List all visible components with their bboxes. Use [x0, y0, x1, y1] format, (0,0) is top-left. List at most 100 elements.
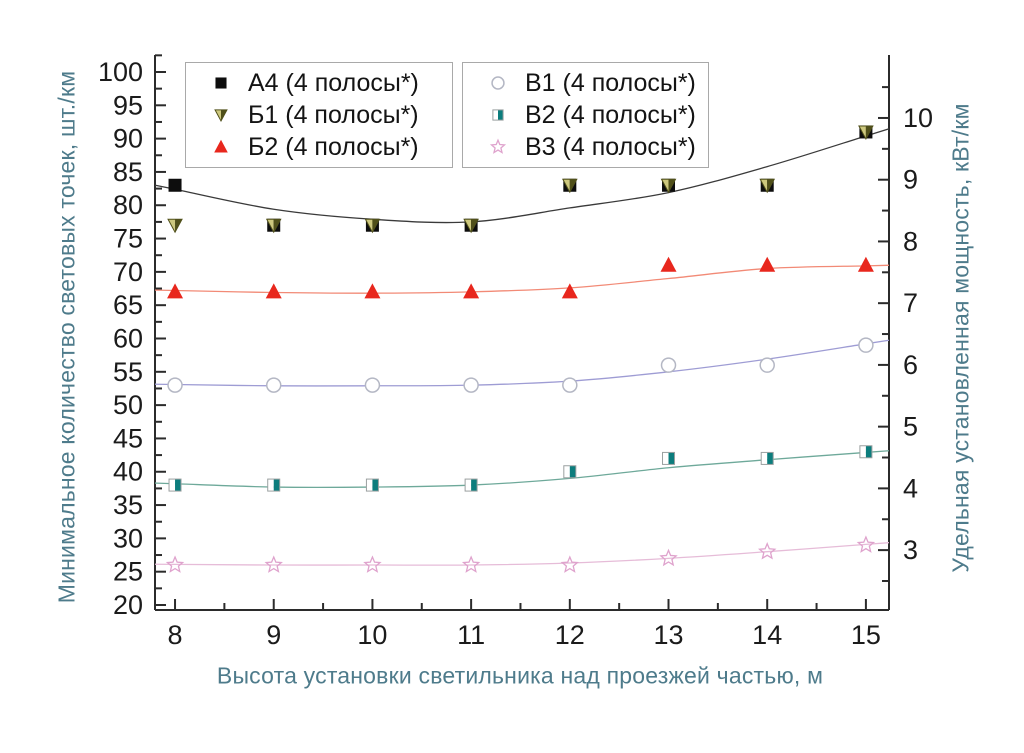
trend-line	[154, 339, 890, 387]
triangle-down-twotone-icon	[214, 109, 228, 123]
legend-label: В2 (4 полосы*)	[525, 100, 696, 129]
legend-item: В1 (4 полосы*)	[487, 68, 708, 99]
y-left-tick-label: 35	[113, 490, 143, 520]
square-half-icon	[492, 109, 504, 121]
x-tick-label: 15	[851, 620, 881, 650]
data-point-marker	[364, 218, 381, 234]
data-point-marker	[372, 479, 379, 492]
data-point-marker	[471, 479, 478, 492]
circle-open-icon	[491, 76, 505, 90]
legend-item: Б1 (4 полосы*)	[210, 100, 452, 131]
data-point-marker	[759, 256, 776, 272]
y-right-tick-label: 9	[903, 165, 918, 195]
data-point-marker	[167, 377, 183, 393]
data-point-marker	[563, 465, 577, 479]
data-point-marker	[662, 452, 669, 465]
data-point-marker	[461, 555, 481, 573]
x-tick-label: 9	[266, 620, 281, 650]
y-right-tick-label: 4	[903, 473, 918, 503]
data-point-marker	[757, 542, 777, 560]
data-point-marker	[463, 283, 480, 299]
data-point-marker	[660, 178, 677, 194]
data-point-marker	[366, 479, 373, 492]
legend-marker	[214, 139, 228, 153]
data-point-marker	[169, 479, 176, 492]
data-point-marker	[668, 452, 675, 465]
data-point-marker	[175, 479, 182, 492]
legend-label: Б2 (4 полосы*)	[248, 132, 419, 161]
trend-line	[154, 542, 890, 566]
data-point-marker	[560, 555, 580, 573]
data-point-marker	[264, 555, 283, 573]
y-left-tick-label: 80	[113, 190, 143, 220]
data-point-marker	[561, 283, 578, 299]
data-point-marker	[267, 478, 281, 492]
data-point-marker	[859, 445, 866, 458]
y-right-tick-label: 10	[903, 103, 933, 133]
data-point-marker	[265, 218, 282, 234]
legend-label: А4 (4 полосы*)	[248, 68, 419, 97]
data-point-marker	[660, 256, 677, 272]
data-point-marker	[167, 283, 184, 299]
data-point-marker	[273, 479, 280, 492]
legend-marker	[492, 109, 504, 121]
data-point-marker	[364, 377, 381, 393]
data-point-marker	[465, 479, 472, 492]
data-point-marker	[365, 478, 379, 492]
legend-marker	[489, 138, 507, 154]
data-point-marker	[364, 283, 381, 299]
x-tick-label: 8	[168, 620, 183, 650]
y-axis-title-right: Удельная установленная мощность, кВт/км	[947, 103, 974, 573]
data-point-marker	[760, 451, 774, 465]
data-point-marker	[165, 555, 185, 573]
legend-label: В1 (4 полосы*)	[525, 68, 696, 97]
legend-item: В3 (4 полосы*)	[487, 132, 708, 163]
legend-marker	[491, 76, 505, 90]
data-point-marker	[858, 125, 874, 141]
data-point-marker	[168, 478, 182, 492]
data-point-marker	[167, 218, 183, 234]
data-point-marker	[563, 465, 570, 478]
data-point-marker	[363, 555, 382, 573]
legend-label: В3 (4 полосы*)	[525, 132, 696, 161]
legend-item: В2 (4 полосы*)	[487, 100, 708, 131]
y-left-tick-label: 85	[113, 157, 143, 187]
legend-label: Б1 (4 полосы*)	[248, 100, 419, 129]
x-tick-label: 10	[357, 620, 387, 650]
legend-item: Б2 (4 полосы*)	[210, 132, 452, 163]
data-point-marker	[759, 178, 776, 194]
data-point-marker	[464, 478, 478, 492]
trend-line	[154, 450, 890, 489]
data-point-marker	[761, 452, 768, 465]
data-point-marker	[856, 535, 876, 553]
data-point-marker	[660, 357, 677, 373]
y-left-tick-label: 40	[113, 457, 143, 487]
data-point-marker	[267, 479, 274, 492]
data-point-marker	[265, 377, 282, 393]
y-left-tick-label: 65	[113, 290, 143, 320]
x-axis-title: Высота установки светильника над проезже…	[216, 662, 824, 689]
y-left-tick-label: 55	[113, 357, 143, 387]
data-point-marker	[859, 445, 873, 459]
y-left-tick-label: 60	[113, 323, 143, 353]
data-point-marker	[767, 452, 774, 465]
y-right-tick-label: 8	[903, 226, 918, 256]
data-point-marker	[662, 451, 676, 465]
data-point-marker	[857, 256, 874, 272]
trend-line	[154, 128, 890, 224]
data-point-marker	[865, 445, 872, 458]
y-left-tick-label: 90	[113, 124, 143, 154]
legend-marker	[492, 109, 498, 121]
legend-box-2: В1 (4 полосы*) В2 (4 полосы*) В3 (4 полосы…	[462, 62, 709, 168]
x-tick-label: 13	[653, 620, 683, 650]
data-point-marker	[562, 377, 578, 393]
y-right-tick-label: 5	[903, 412, 918, 442]
data-point-marker	[463, 377, 479, 393]
data-point-marker	[561, 178, 578, 194]
x-tick-label: 12	[555, 620, 585, 650]
x-tick-label: 11	[457, 620, 485, 650]
legend-item: А4 (4 полосы*)	[210, 68, 452, 99]
triangle-up-icon	[214, 139, 228, 153]
